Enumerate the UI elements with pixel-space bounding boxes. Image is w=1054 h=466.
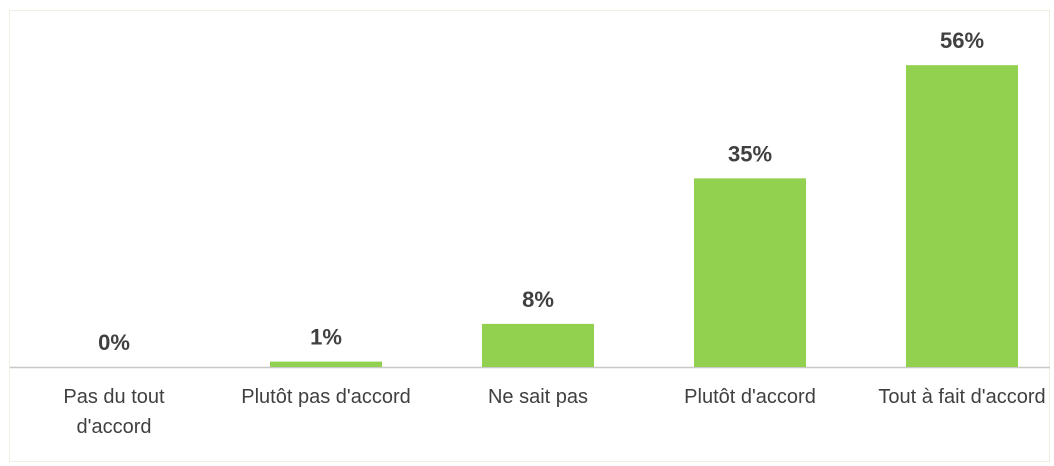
bar <box>694 178 806 367</box>
category-label: Ne sait pas <box>487 386 589 408</box>
category-label: Pas du tout d'accord <box>63 386 165 438</box>
category-label: Plutôt d'accord <box>684 386 816 408</box>
chart-frame <box>9 10 1050 462</box>
data-label: 1% <box>310 325 342 350</box>
data-label: 35% <box>728 141 772 166</box>
bar <box>906 65 1018 367</box>
category-label: Plutôt pas d'accord <box>241 386 411 408</box>
bar <box>482 323 594 367</box>
bar <box>270 361 382 367</box>
data-label: 56% <box>940 28 984 53</box>
data-label: 0% <box>98 330 130 355</box>
category-label: Tout à fait d'accord <box>878 386 1046 408</box>
data-label: 8% <box>522 287 554 312</box>
